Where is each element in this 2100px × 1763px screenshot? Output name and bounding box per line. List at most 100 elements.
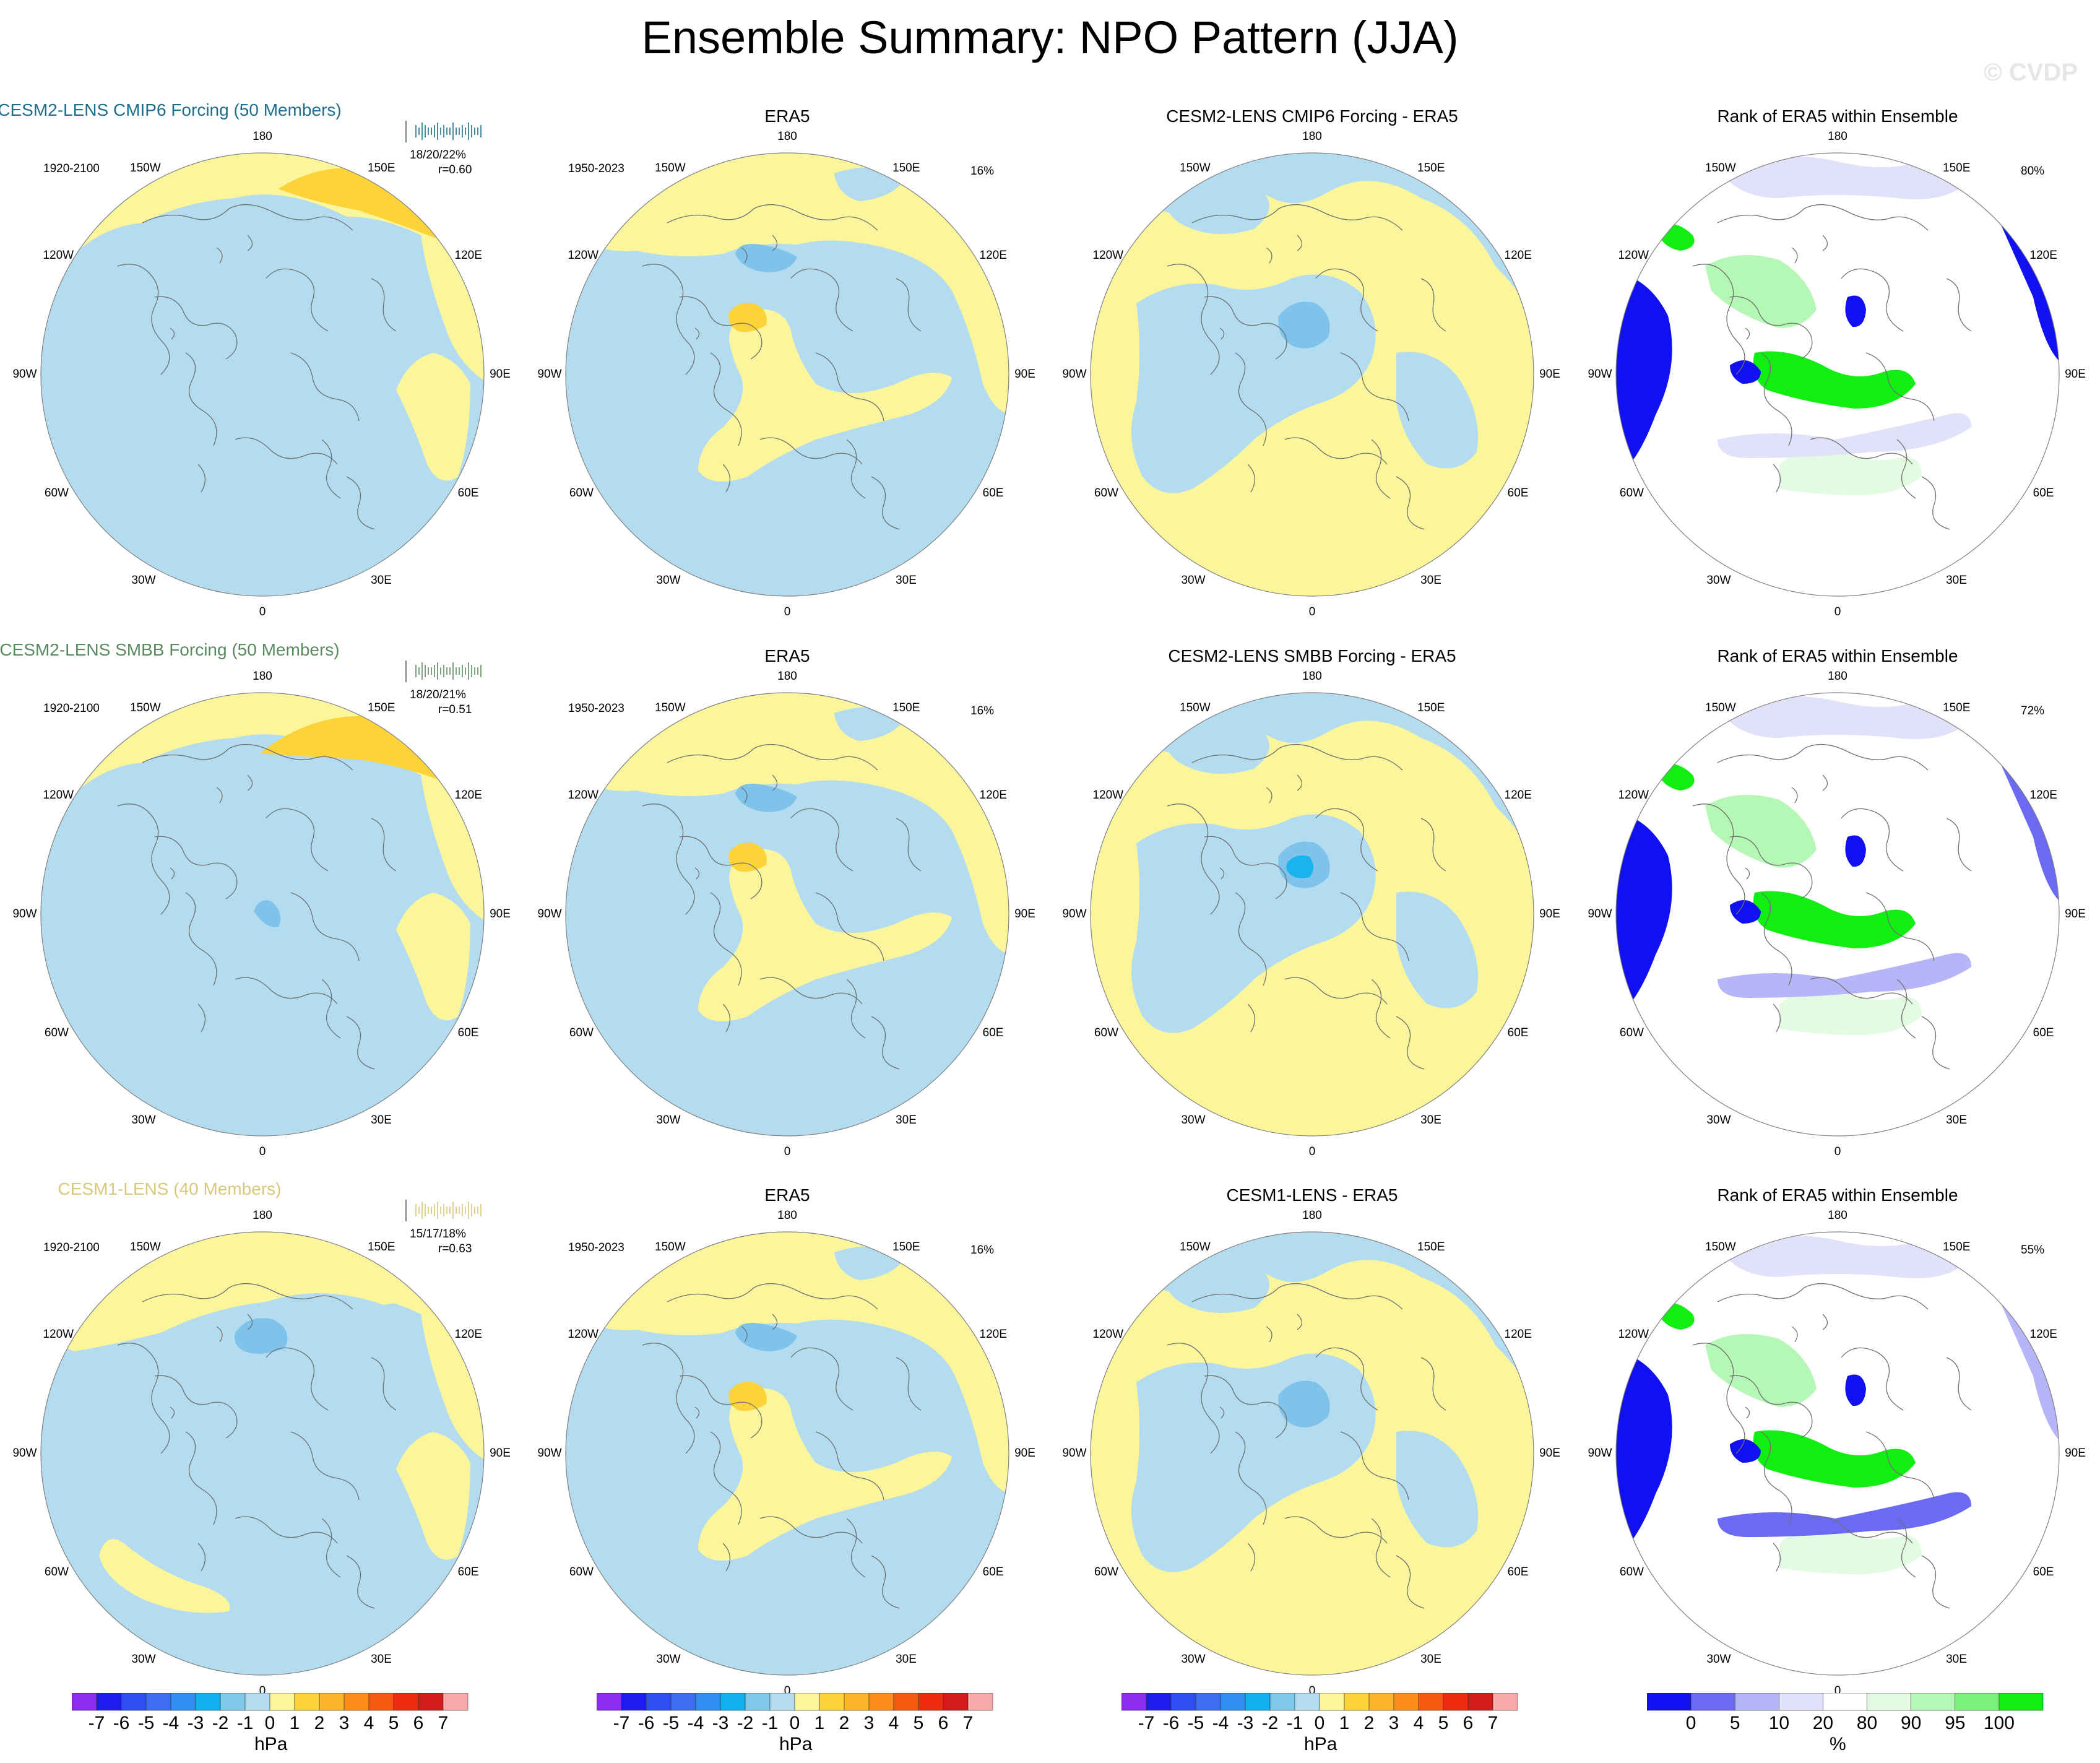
colorbar-swatch	[1121, 1693, 1147, 1711]
colorbar-swatch	[1368, 1693, 1394, 1711]
coast-segment	[1921, 476, 1950, 530]
coast-segment	[1167, 1343, 1220, 1454]
longitude-label: 30E	[1420, 1652, 1441, 1666]
high-rank-region	[1753, 891, 1916, 948]
colorbar-tick-label: 90	[1900, 1713, 1922, 1733]
coast-segment	[346, 1016, 375, 1070]
percent-label: 80%	[2021, 165, 2045, 178]
longitude-label: 60E	[982, 1026, 1004, 1039]
longitude-label: 90W	[1062, 368, 1087, 381]
longitude-label: 90W	[1062, 1447, 1087, 1460]
coast-segment	[1284, 437, 1388, 465]
map-field	[1091, 153, 1534, 596]
negative-anomaly-region	[254, 900, 281, 927]
longitude-label: 150E	[368, 1241, 395, 1254]
coast-segment	[871, 1555, 900, 1609]
map-boundary	[40, 1231, 485, 1676]
coast-segment	[235, 437, 338, 465]
coast-segment	[197, 1003, 205, 1033]
low-rank-region	[1730, 1439, 1761, 1463]
colorbar-tick-label: -2	[212, 1713, 229, 1733]
colorbar-tick-label: -7	[613, 1713, 630, 1733]
longitude-label: 0	[259, 1684, 266, 1697]
coast-segment	[1191, 204, 1403, 231]
coast-segment	[154, 296, 238, 360]
coast-segment	[1219, 867, 1225, 880]
longitude-label: 150W	[1705, 1241, 1736, 1254]
colorbar-swatch	[1443, 1693, 1469, 1711]
map-field	[41, 693, 484, 1136]
coast-segment	[790, 808, 853, 872]
panel-title: Rank of ERA5 within Ensemble	[1717, 646, 1958, 665]
colorbar-tick-label: 3	[863, 1713, 875, 1733]
longitude-label: 150W	[1180, 162, 1211, 175]
map-boundary	[565, 1231, 1009, 1676]
positive-anomaly-region	[396, 353, 470, 481]
coast-segment	[1717, 1283, 1929, 1310]
coast-segment	[722, 1543, 730, 1572]
member-tick-strip	[405, 1200, 482, 1221]
longitude-label: 30E	[896, 1652, 917, 1666]
colorbar-unit: hPa	[1304, 1734, 1337, 1754]
coast-segment	[772, 235, 778, 251]
coast-segment	[1247, 1543, 1255, 1572]
low-rank-region	[1616, 812, 1672, 1016]
panel-title: ERA5	[764, 1185, 810, 1205]
coast-segment	[247, 774, 253, 791]
longitude-label: 90E	[1539, 368, 1560, 381]
longitude-label: 150W	[1705, 701, 1736, 715]
coast-segment	[1191, 1283, 1403, 1310]
coast-segment	[815, 1431, 884, 1501]
longitude-label: 120W	[43, 1328, 74, 1341]
strong-negative-anomaly	[1286, 855, 1313, 878]
negative-anomaly-region	[1278, 301, 1330, 349]
coast-segment	[290, 1431, 360, 1501]
coast-segment	[679, 1375, 763, 1439]
pattern-correlation: r=0.63	[438, 1242, 472, 1255]
longitude-label: 60E	[2033, 1026, 2054, 1039]
high-rank-region	[1705, 795, 1817, 868]
longitude-label: 0	[1834, 605, 1841, 618]
longitude-label: 150E	[1943, 1241, 1971, 1254]
longitude-label: 90W	[1588, 368, 1612, 381]
colorbar-tick-label: -2	[737, 1713, 754, 1733]
colorbar-swatch	[1734, 1693, 1779, 1711]
map-field	[1091, 693, 1534, 1136]
longitude-label: 180	[777, 1209, 797, 1222]
panel-title: CESM1-LENS - ERA5	[1226, 1185, 1398, 1205]
coast-segment	[1822, 1314, 1828, 1330]
negative-anomaly-region	[1396, 352, 1478, 469]
colorbar-tick-label: 4	[888, 1713, 899, 1733]
colorbar-swatch	[1146, 1693, 1172, 1711]
coast-segment	[1167, 264, 1220, 375]
coast-segment	[1810, 977, 1913, 1005]
coast-segment	[1841, 268, 1904, 332]
longitude-label: 90E	[2065, 1447, 2086, 1460]
page-title: Ensemble Summary: NPO Pattern (JJA)	[641, 12, 1459, 63]
coast-segment	[1420, 818, 1446, 872]
colorbar-tick-label: -4	[1212, 1713, 1229, 1733]
coast-segment	[1420, 1357, 1446, 1411]
explained-variance-stats: 15/17/18%	[410, 1228, 466, 1241]
negative-anomaly-region	[735, 1323, 797, 1351]
coast-segment	[1760, 892, 1792, 986]
colorbar-tick-label: -2	[1261, 1713, 1279, 1733]
coast-segment	[142, 743, 353, 771]
longitude-label: 120E	[2029, 249, 2057, 262]
longitude-label: 60E	[982, 487, 1004, 500]
polar-map	[40, 1200, 485, 1676]
coastline	[1167, 204, 1446, 530]
coast-segment	[679, 836, 763, 899]
coast-segment	[1315, 268, 1378, 332]
coast-segment	[1946, 818, 1972, 872]
panel-title: Rank of ERA5 within Ensemble	[1717, 1185, 1958, 1205]
coast-segment	[1191, 743, 1403, 771]
longitude-label: 120E	[1504, 249, 1532, 262]
map-boundary	[1090, 152, 1534, 597]
colorbar-tick-label: 2	[839, 1713, 850, 1733]
longitude-label: 180	[253, 670, 272, 683]
colorbar-tick-label: 80	[1856, 1713, 1878, 1733]
coast-segment	[1729, 296, 1813, 360]
coast-segment	[346, 476, 375, 530]
map-boundary	[1615, 692, 2060, 1137]
